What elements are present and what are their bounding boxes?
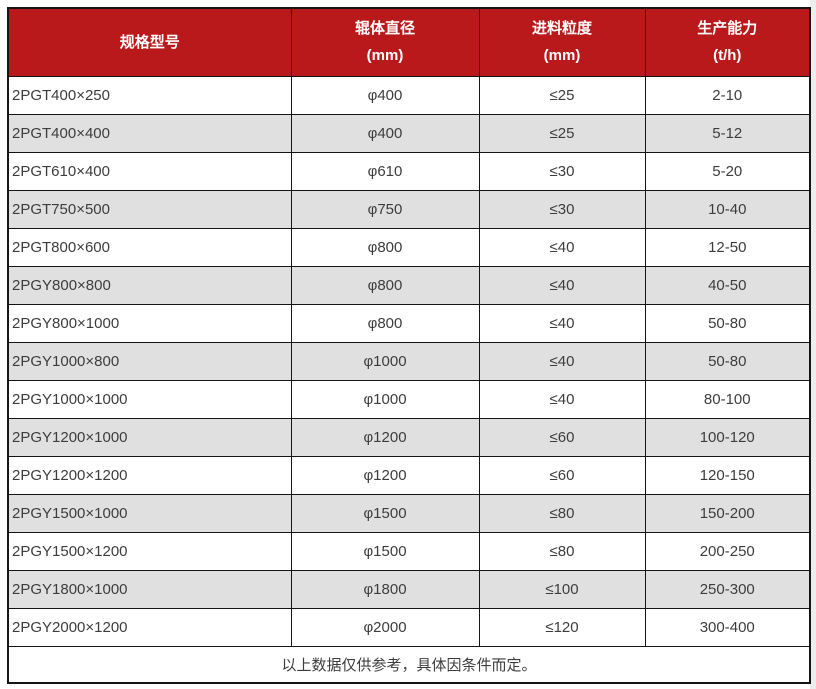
value-cell: φ610: [290, 151, 480, 191]
value-cell: φ400: [290, 113, 480, 153]
value-cell: ≤40: [478, 227, 646, 267]
value-cell: 5-20: [644, 151, 811, 191]
value-cell: φ1200: [290, 455, 480, 495]
column-unit: (t/h): [713, 47, 742, 65]
table-body: 2PGT400×250 φ400 ≤25 2-10 2PGT400×400 φ400 ≤25…: [7, 75, 811, 647]
model-cell: 2PGY1000×1000: [7, 379, 292, 419]
table-row: 2PGY1200×1200 φ1200 ≤60 120-150: [7, 455, 811, 495]
model-cell: 2PGY1000×800: [7, 341, 292, 381]
table-row: 2PGT400×250 φ400 ≤25 2-10: [7, 75, 811, 115]
model-cell: 2PGY800×800: [7, 265, 292, 305]
value-cell: 2-10: [644, 75, 811, 115]
table-row: 2PGY1800×1000 φ1800 ≤100 250-300: [7, 569, 811, 609]
model-cell: 2PGY1200×1000: [7, 417, 292, 457]
table-row: 2PGY1200×1000 φ1200 ≤60 100-120: [7, 417, 811, 457]
value-cell: φ800: [290, 265, 480, 305]
table-row: 2PGY1500×1000 φ1500 ≤80 150-200: [7, 493, 811, 533]
model-cell: 2PGY1200×1200: [7, 455, 292, 495]
model-cell: 2PGY1800×1000: [7, 569, 292, 609]
value-cell: ≤25: [478, 75, 646, 115]
column-unit: (mm): [543, 47, 581, 65]
column-title: 辊体直径: [354, 20, 415, 38]
value-cell: 50-80: [644, 341, 811, 381]
table-row: 2PGY2000×1200 φ2000 ≤120 300-400: [7, 607, 811, 647]
table-header: 规格型号 辊体直径 (mm) 进料粒度 (mm) 生产能力 (t/h): [7, 7, 811, 77]
value-cell: ≤30: [478, 189, 646, 229]
value-cell: ≤25: [478, 113, 646, 153]
value-cell: φ2000: [290, 607, 480, 647]
table-row: 2PGY800×1000 φ800 ≤40 50-80: [7, 303, 811, 343]
table-row: 2PGT400×400 φ400 ≤25 5-12: [7, 113, 811, 153]
value-cell: 250-300: [644, 569, 811, 609]
table-row: 2PGY800×800 φ800 ≤40 40-50: [7, 265, 811, 305]
value-cell: 300-400: [644, 607, 811, 647]
value-cell: ≤60: [478, 455, 646, 495]
value-cell: 150-200: [644, 493, 811, 533]
column-header-3: 进料粒度 (mm): [478, 7, 646, 77]
table-row: 2PGT750×500 φ750 ≤30 10-40: [7, 189, 811, 229]
model-cell: 2PGT800×600: [7, 227, 292, 267]
header-row: 规格型号 辊体直径 (mm) 进料粒度 (mm) 生产能力 (t/h): [7, 7, 811, 77]
value-cell: φ1500: [290, 531, 480, 571]
model-cell: 2PGT400×250: [7, 75, 292, 115]
column-header-1: 规格型号: [7, 7, 292, 77]
value-cell: 200-250: [644, 531, 811, 571]
value-cell: ≤40: [478, 341, 646, 381]
value-cell: φ1500: [290, 493, 480, 533]
value-cell: ≤60: [478, 417, 646, 457]
value-cell: 100-120: [644, 417, 811, 457]
value-cell: ≤30: [478, 151, 646, 191]
table-row: 2PGY1000×1000 φ1000 ≤40 80-100: [7, 379, 811, 419]
value-cell: ≤120: [478, 607, 646, 647]
value-cell: 80-100: [644, 379, 811, 419]
model-cell: 2PGY2000×1200: [7, 607, 292, 647]
value-cell: φ800: [290, 303, 480, 343]
column-header-2: 辊体直径 (mm): [290, 7, 480, 77]
value-cell: φ1000: [290, 341, 480, 381]
value-cell: 10-40: [644, 189, 811, 229]
footer-row: 以上数据仅供参考，具体因条件而定。: [7, 645, 811, 684]
value-cell: ≤100: [478, 569, 646, 609]
value-cell: φ750: [290, 189, 480, 229]
footer-note: 以上数据仅供参考，具体因条件而定。: [7, 645, 811, 684]
page: 规格型号 辊体直径 (mm) 进料粒度 (mm) 生产能力 (t/h) 2PGT400×25…: [7, 7, 811, 684]
value-cell: 12-50: [644, 227, 811, 267]
table-row: 2PGY1500×1200 φ1500 ≤80 200-250: [7, 531, 811, 571]
model-cell: 2PGT610×400: [7, 151, 292, 191]
table-row: 2PGT610×400 φ610 ≤30 5-20: [7, 151, 811, 191]
spec-table: 规格型号 辊体直径 (mm) 进料粒度 (mm) 生产能力 (t/h) 2PGT400×25…: [7, 7, 811, 684]
value-cell: ≤40: [478, 303, 646, 343]
value-cell: ≤40: [478, 379, 646, 419]
model-cell: 2PGT400×400: [7, 113, 292, 153]
table-footer: 以上数据仅供参考，具体因条件而定。: [7, 645, 811, 684]
value-cell: 50-80: [644, 303, 811, 343]
value-cell: ≤40: [478, 265, 646, 305]
value-cell: φ1800: [290, 569, 480, 609]
value-cell: ≤80: [478, 531, 646, 571]
value-cell: 40-50: [644, 265, 811, 305]
value-cell: ≤80: [478, 493, 646, 533]
model-cell: 2PGY800×1000: [7, 303, 292, 343]
column-title: 生产能力: [697, 20, 758, 38]
model-cell: 2PGT750×500: [7, 189, 292, 229]
value-cell: φ400: [290, 75, 480, 115]
table-row: 2PGT800×600 φ800 ≤40 12-50: [7, 227, 811, 267]
column-title: 进料粒度: [531, 20, 592, 38]
model-cell: 2PGY1500×1000: [7, 493, 292, 533]
value-cell: 5-12: [644, 113, 811, 153]
value-cell: φ1200: [290, 417, 480, 457]
table-row: 2PGY1000×800 φ1000 ≤40 50-80: [7, 341, 811, 381]
value-cell: 120-150: [644, 455, 811, 495]
value-cell: φ1000: [290, 379, 480, 419]
page-right-edge-shadow: [810, 0, 816, 689]
column-title: 规格型号: [119, 33, 180, 51]
column-unit: (mm): [366, 47, 404, 65]
model-cell: 2PGY1500×1200: [7, 531, 292, 571]
column-header-4: 生产能力 (t/h): [644, 7, 811, 77]
value-cell: φ800: [290, 227, 480, 267]
